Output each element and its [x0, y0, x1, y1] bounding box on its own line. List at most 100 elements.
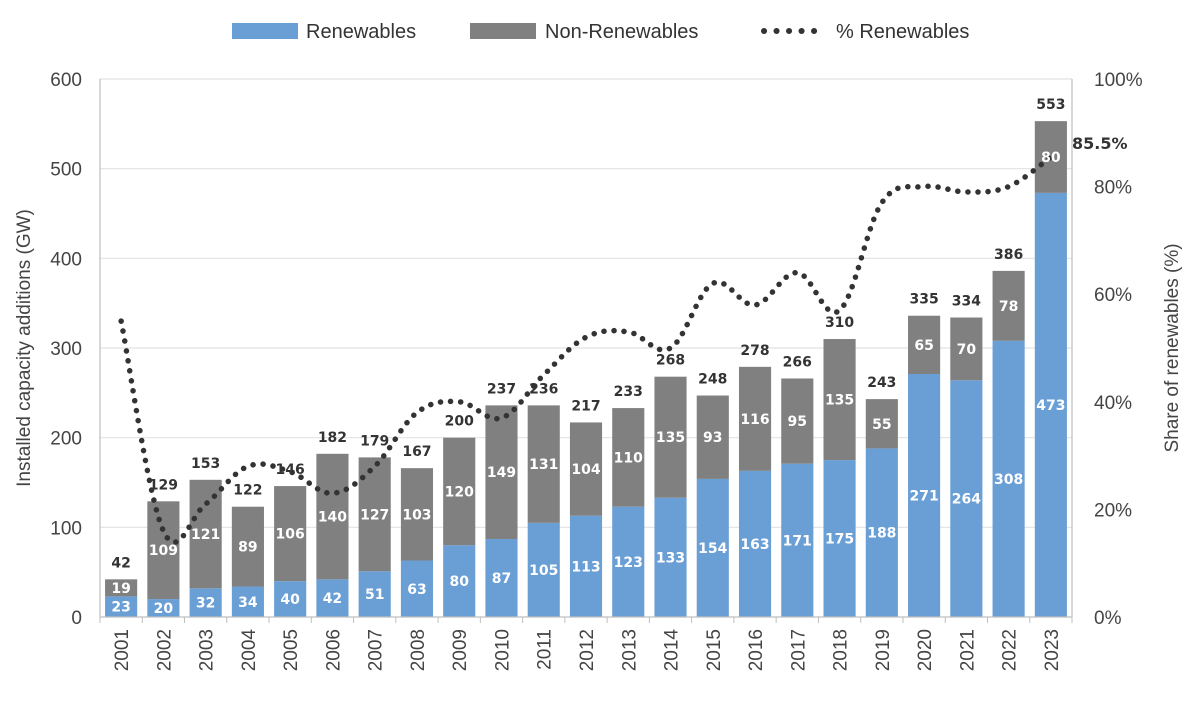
- bar-non-renewables: [950, 317, 983, 381]
- renewables-share-line: [118, 154, 1054, 545]
- total-value-label: 334: [952, 294, 981, 310]
- bar-renewables: [696, 478, 729, 617]
- non-renewables-value-label: 109: [149, 543, 178, 559]
- bar-renewables: [400, 560, 434, 617]
- bar-non-renewables: [147, 501, 180, 600]
- non-renewables-value-label: 80: [1041, 150, 1061, 166]
- y-tick-label: 200: [50, 429, 82, 450]
- bar-renewables: [147, 599, 180, 617]
- non-renewables-value-label: 103: [402, 507, 431, 523]
- non-renewables-value-label: 127: [360, 507, 389, 523]
- x-tick-label: 2015: [704, 629, 725, 671]
- bar-renewables: [569, 515, 603, 617]
- renewables-value-label: 20: [154, 601, 174, 617]
- legend-swatch-renewables: [232, 23, 298, 39]
- total-value-label: 268: [656, 353, 685, 369]
- x-tick-label: 2003: [197, 629, 218, 671]
- legend: Renewables Non-Renewables % Renewables: [232, 21, 969, 43]
- renewables-value-label: 34: [238, 595, 258, 611]
- y-tick-label: 400: [50, 249, 82, 270]
- total-value-label: 217: [571, 398, 600, 414]
- total-value-label: 167: [402, 444, 431, 460]
- total-value-label: 233: [614, 384, 643, 400]
- bar-renewables: [443, 545, 476, 617]
- renewables-value-label: 271: [909, 489, 938, 505]
- bar-non-renewables: [105, 579, 138, 597]
- non-renewables-value-label: 19: [111, 581, 130, 597]
- x-tick-label: 2013: [619, 629, 640, 671]
- renewables-value-label: 80: [449, 574, 469, 590]
- y-axis-title: Installed capacity additions (GW): [14, 209, 35, 487]
- x-tick-label: 2009: [450, 629, 471, 671]
- bar-renewables: [316, 579, 349, 617]
- x-tick-label: 2020: [915, 629, 936, 671]
- renewables-value-label: 40: [280, 592, 300, 608]
- x-tick-label: 2023: [1042, 629, 1063, 671]
- non-renewables-value-label: 65: [914, 338, 933, 354]
- x-tick-label: 2019: [873, 629, 894, 671]
- renewables-share-dotted-line: [118, 154, 1054, 545]
- total-value-label: 278: [740, 343, 769, 359]
- bars: [105, 121, 1067, 618]
- non-renewables-value-label: 89: [238, 540, 257, 556]
- bar-non-renewables: [823, 339, 856, 461]
- x-tick-label: 2022: [1000, 629, 1021, 671]
- bar-non-renewables: [654, 376, 687, 498]
- renewables-value-label: 133: [656, 550, 685, 566]
- total-value-label: 146: [276, 462, 305, 478]
- non-renewables-value-label: 135: [656, 430, 685, 446]
- x-tick-label: 2017: [788, 629, 809, 671]
- bar-non-renewables: [527, 405, 560, 523]
- x-tick-label: 2002: [154, 629, 175, 671]
- total-value-label: 200: [445, 414, 474, 430]
- y2-tick-label: 0%: [1094, 608, 1122, 629]
- bar-renewables: [781, 463, 814, 617]
- bar-renewables: [485, 538, 518, 617]
- renewables-value-label: 175: [825, 532, 854, 548]
- renewables-share-callout: 85.5%: [1072, 134, 1128, 153]
- legend-label-non-renewables: Non-Renewables: [545, 21, 698, 43]
- total-value-label: 182: [318, 430, 347, 446]
- renewables-value-label: 154: [698, 541, 727, 557]
- bar-non-renewables: [485, 405, 518, 539]
- total-value-label: 248: [698, 372, 727, 388]
- bar-non-renewables: [316, 453, 349, 580]
- bar-renewables: [992, 340, 1025, 617]
- bar-non-renewables: [992, 270, 1025, 341]
- bar-renewables: [823, 460, 856, 617]
- bar-renewables: [908, 374, 941, 617]
- y-tick-label: 0: [71, 608, 82, 629]
- bar-non-renewables: [908, 315, 941, 375]
- renewables-value-label: 188: [867, 526, 896, 542]
- bar-non-renewables: [612, 408, 645, 507]
- renewables-value-label: 63: [407, 582, 426, 598]
- y-tick-label: 100: [50, 518, 82, 539]
- x-tick-label: 2001: [112, 629, 133, 671]
- non-renewables-value-label: 131: [529, 457, 558, 473]
- bar-renewables: [358, 571, 391, 617]
- legend-label-renewables: Renewables: [306, 21, 416, 43]
- renewables-value-label: 163: [740, 537, 769, 553]
- y2-tick-label: 20%: [1094, 500, 1132, 521]
- bar-non-renewables: [400, 468, 434, 561]
- renewables-value-label: 264: [952, 492, 981, 508]
- renewables-value-label: 123: [614, 555, 643, 571]
- bar-renewables: [612, 506, 645, 617]
- bar-non-renewables: [781, 378, 814, 464]
- renewables-value-label: 87: [492, 571, 511, 587]
- x-tick-label: 2005: [281, 629, 302, 671]
- renewables-value-label: 171: [783, 533, 812, 549]
- total-value-label: 179: [360, 433, 389, 449]
- x-tick-label: 2011: [535, 629, 556, 670]
- non-renewables-value-label: 121: [191, 527, 220, 543]
- bar-non-renewables: [231, 506, 264, 587]
- non-renewables-value-label: 104: [571, 462, 600, 478]
- non-renewables-value-label: 149: [487, 465, 516, 481]
- renewables-value-label: 32: [196, 596, 215, 612]
- bar-non-renewables: [738, 366, 772, 471]
- non-renewables-value-label: 116: [740, 412, 769, 428]
- total-value-label: 266: [783, 354, 812, 370]
- y-tick-label: 300: [50, 339, 82, 360]
- y2-axis-title: Share of renewables (%): [1162, 243, 1183, 452]
